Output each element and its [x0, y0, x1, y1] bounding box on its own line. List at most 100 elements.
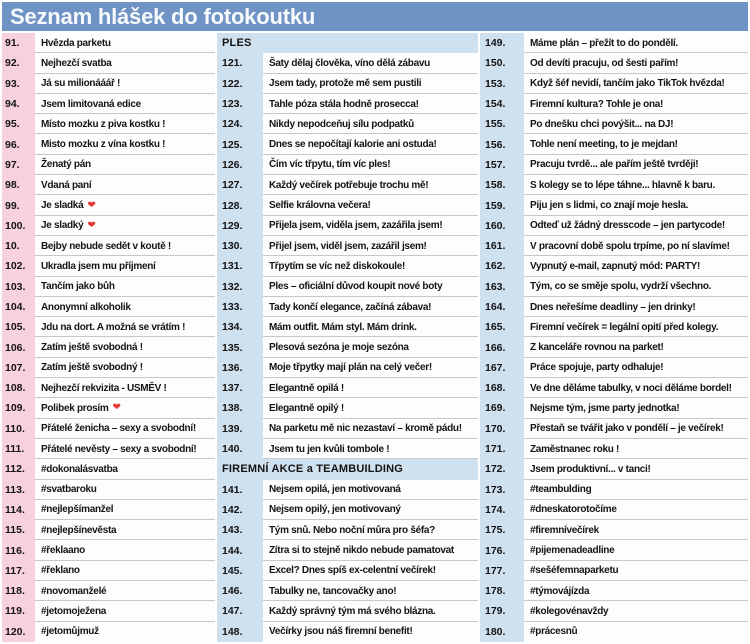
row-text: Nikdy nepodceňuj sílu podpatků [263, 114, 478, 135]
row-number: 150. [480, 53, 524, 74]
list-row: 145. Excel? Dnes spíš ex-celentní večírek… [217, 560, 478, 582]
list-row: 127. Každý večírek potřebuje trochu mě! [217, 175, 478, 196]
row-number: 146. [217, 581, 263, 602]
row-text: #řeklano [35, 560, 215, 582]
row-number: 133. [217, 296, 263, 318]
row-text: Místo mozku z piva kostku ! [35, 114, 215, 135]
row-text: Zatím ještě svobodná ! [35, 337, 215, 358]
list-row: 169. Nejsme tým, jsme party jednotka! [480, 398, 748, 419]
row-text: Selfie královna večera! [263, 195, 478, 216]
row-text: #dneskatorotočíme [524, 499, 748, 521]
row-text: Nejhezčí rekvizita - USMĚV ! [35, 378, 215, 399]
row-number: 153. [480, 73, 524, 94]
row-text: Čím víc třpytu, tím víc ples! [263, 154, 478, 176]
list-row: 95. Místo mozku z piva kostku ! [2, 114, 215, 135]
list-row: 112. #dokonalásvatba [2, 459, 215, 480]
list-row: 124. Nikdy nepodceňuj sílu podpatků [217, 114, 478, 135]
row-text: S kolegy se to lépe táhne... hlavně k ba… [524, 175, 748, 196]
list-row: 138. Elegantně opilý ! [217, 398, 478, 419]
row-text: #pijemenadeadline [524, 540, 748, 561]
row-text: #dokonalásvatba [35, 459, 215, 480]
row-number: 117. [2, 560, 35, 582]
list-row: 131. Třpytím se víc než diskokoule! [217, 256, 478, 277]
list-row: 158. S kolegy se to lépe táhne... hlavně … [480, 175, 748, 196]
heart-icon: ❤ [87, 219, 96, 231]
list-row: 134. Mám outfit. Mám styl. Mám drink. [217, 317, 478, 338]
list-row: 163. Tým, co se směje spolu, vydrží všech… [480, 276, 748, 297]
row-text: Jsem produktivní... v tanci! [524, 459, 748, 480]
list-row: 179. #kolegovénavždy [480, 601, 748, 622]
row-text: Každý správný tým má svého blázna. [263, 601, 478, 622]
row-text: Anonymní alkoholik [35, 296, 215, 318]
row-text: Když šéf nevidí, tančím jako TikTok hvěz… [524, 73, 748, 94]
row-text: #svatbaroku [35, 479, 215, 500]
heart-icon: ❤ [112, 402, 121, 414]
row-text: #teambulding [524, 479, 748, 500]
page-title: Seznam hlášek do fotokoutku [10, 3, 316, 29]
row-number: 163. [480, 276, 524, 297]
row-text: Z kanceláře rovnou na parket! [524, 337, 748, 358]
list-row: 105. Jdu na dort. A možná se vrátím ! [2, 317, 215, 338]
title-bar: Seznam hlášek do fotokoutku [2, 2, 748, 31]
row-number: 174. [480, 499, 524, 521]
row-number: 129. [217, 215, 263, 236]
list-row: 102. Ukradla jsem mu příjmení [2, 256, 215, 277]
list-row: 129. Přijela jsem, viděla jsem, zazářila … [217, 215, 478, 236]
row-number: 105. [2, 317, 35, 338]
section-header: FIREMNÍ AKCE a TEAMBUILDING [217, 459, 478, 480]
row-text: #řeklaano [35, 540, 215, 561]
row-number: 132. [217, 276, 263, 297]
list-row: 109. Polibek prosím ❤ [2, 398, 215, 419]
column-wedding: 91. Hvězda parketu 92. Nejhezčí svatba 93. Já… [2, 33, 215, 642]
list-row: 139. Na parketu mě nic nezastaví – kromě … [217, 418, 478, 439]
row-text: Pracuju tvrdě... ale pařím ještě tvrději… [524, 154, 748, 176]
row-number: 130. [217, 235, 263, 257]
row-number: 95. [2, 114, 35, 135]
row-number: 93. [2, 73, 35, 94]
row-number: 165. [480, 317, 524, 338]
row-number: 167. [480, 357, 524, 379]
row-number: 176. [480, 540, 524, 561]
row-text: Vypnutý e-mail, zapnutý mód: PARTY! [524, 256, 748, 277]
row-text: Ve dne děláme tabulky, v noci děláme bor… [524, 378, 748, 399]
row-number: 113. [2, 479, 35, 500]
row-number: 91. [2, 33, 35, 54]
row-number: 102. [2, 256, 35, 277]
row-number: 111. [2, 438, 35, 460]
row-number: 100. [2, 215, 35, 236]
list-row: 149. Máme plán – přežít to do pondělí. [480, 33, 748, 54]
list-row: 104. Anonymní alkoholik [2, 296, 215, 318]
list-row: 106. Zatím ještě svobodná ! [2, 337, 215, 358]
row-text: Po dnešku chci povýšit... na DJ! [524, 114, 748, 135]
list-row: 133. Tady končí elegance, začíná zábava! [217, 296, 478, 318]
list-row: 121. Šaty dělaj člověka, víno dělá zábavu [217, 53, 478, 74]
row-number: 121. [217, 53, 263, 74]
row-number: 108. [2, 378, 35, 399]
row-text: Moje třpytky mají plán na celý večer! [263, 357, 478, 379]
row-number: 136. [217, 357, 263, 379]
row-text: Ženatý pán [35, 154, 215, 176]
list-row: 97. Ženatý pán [2, 154, 215, 176]
list-row: 113. #svatbaroku [2, 479, 215, 500]
row-number: 158. [480, 175, 524, 196]
row-number: 138. [217, 398, 263, 419]
row-number: 145. [217, 560, 263, 582]
row-text: Na parketu mě nic nezastaví – kromě pádu… [263, 418, 478, 439]
row-number: 171. [480, 438, 524, 460]
row-number: 92. [2, 53, 35, 74]
row-number: 94. [2, 93, 35, 115]
list-row: 177. #sešéfemnaparketu [480, 560, 748, 582]
row-number: 141. [217, 479, 263, 500]
row-text: Plesová sezóna je moje sezóna [263, 337, 478, 358]
list-row: 137. Elegantně opilá ! [217, 378, 478, 399]
list-row: 99. Je sladká ❤ [2, 195, 215, 216]
row-text: #jetomoježena [35, 601, 215, 622]
row-number: 172. [480, 459, 524, 480]
list-row: 165. Firemní večírek = legální opití před… [480, 317, 748, 338]
row-number: 103. [2, 276, 35, 297]
row-text: V pracovní době spolu trpíme, po ní slav… [524, 235, 748, 257]
row-number: 118. [2, 581, 35, 602]
row-text: #nejlepšímanžel [35, 499, 215, 521]
list-row: 117. #řeklano [2, 560, 215, 582]
